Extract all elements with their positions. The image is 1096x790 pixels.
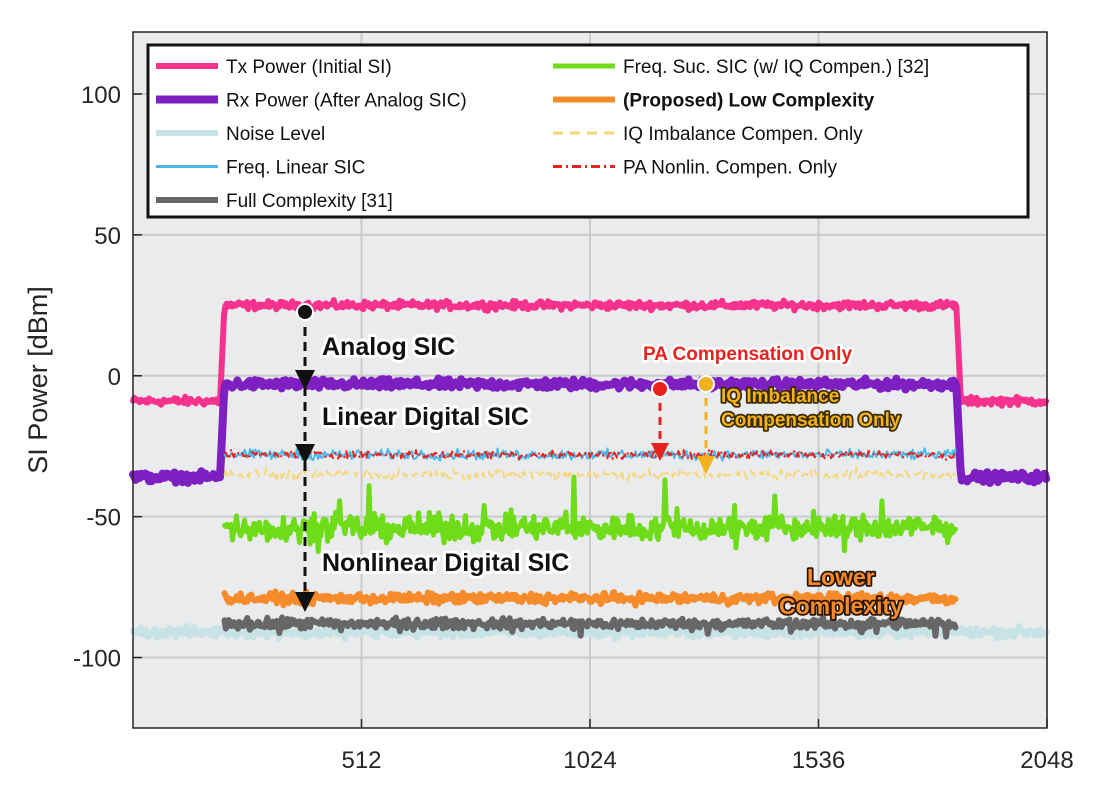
- legend: Tx Power (Initial SI) Rx Power (After Ana…: [146, 43, 1030, 219]
- series-line-4: [221, 614, 959, 640]
- x-tick-label-2: 1536: [792, 747, 845, 774]
- legend-label-0: Tx Power (Initial SI): [226, 57, 392, 78]
- annotation-iq-line2: Compensation Only: [721, 410, 901, 431]
- y-tick-label-0: 100: [81, 82, 121, 109]
- series-line-7: [223, 466, 957, 482]
- arrowhead-linear: [295, 444, 315, 464]
- iq-arrowhead: [697, 456, 715, 474]
- pa-arrowhead: [651, 443, 669, 461]
- annotations: Analog SIC Linear Digital SIC Nonlinear …: [295, 303, 905, 621]
- legend-label-3: Freq. Linear SIC: [226, 158, 365, 179]
- series-line-6: [221, 588, 959, 609]
- y-tick-label-2: 0: [108, 364, 121, 391]
- series-line-8: [224, 448, 957, 461]
- axes: 512 1024 1536 2048 100 50 0 -50 -100: [73, 31, 1074, 774]
- annotation-lower-line1: Lower: [807, 564, 875, 590]
- sic-start-dot: [296, 303, 314, 321]
- series-line-1: [129, 374, 1051, 487]
- legend-label-1: Rx Power (After Analog SIC): [226, 91, 467, 112]
- iq-dot: [697, 375, 715, 393]
- legend-label-4: Full Complexity [31]: [226, 191, 393, 212]
- series-line-0: [130, 297, 1050, 409]
- x-tick-label-0: 512: [341, 747, 381, 774]
- y-axis-label: SI Power [dBm]: [23, 286, 53, 474]
- series-line-5: [222, 474, 958, 554]
- arrowhead-analog: [295, 370, 315, 390]
- series-line-2: [130, 622, 1050, 642]
- arrowhead-nonlinear: [295, 592, 315, 612]
- x-tick-label-1: 1024: [563, 747, 616, 774]
- annotation-iq-line1: IQ Imbalance: [721, 386, 839, 407]
- legend-box: [146, 43, 1030, 219]
- legend-label-8: PA Nonlin. Compen. Only: [623, 158, 838, 179]
- legend-label-6: (Proposed) Low Complexity: [623, 91, 875, 112]
- y-tick-label-4: -100: [73, 646, 121, 673]
- y-tick-label-3: -50: [86, 505, 121, 532]
- annotation-lower-line2: Complexity: [779, 593, 903, 619]
- series-lines: [129, 297, 1051, 642]
- x-tick-label-3: 2048: [1020, 747, 1073, 774]
- legend-label-5: Freq. Suc. SIC (w/ IQ Compen.) [32]: [623, 57, 929, 78]
- legend-label-2: Noise Level: [226, 124, 325, 145]
- y-tick-label-1: 50: [94, 223, 121, 250]
- annotation-nonlinear-digital-sic: Nonlinear Digital SIC: [322, 549, 569, 577]
- legend-label-7: IQ Imbalance Compen. Only: [623, 124, 863, 145]
- annotation-linear-digital-sic: Linear Digital SIC: [322, 403, 529, 431]
- pa-dot: [651, 380, 669, 398]
- annotation-pa-only: PA Compensation Only: [643, 344, 852, 365]
- annotation-analog-sic: Analog SIC: [322, 333, 455, 361]
